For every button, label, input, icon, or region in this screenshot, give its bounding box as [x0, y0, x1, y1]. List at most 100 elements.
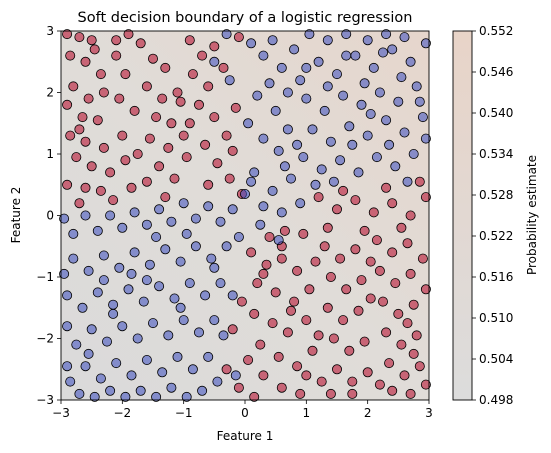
point-class-0: [80, 182, 91, 193]
point-class-0: [80, 136, 91, 147]
point-class-1: [353, 167, 364, 178]
point-class-1: [411, 81, 422, 92]
point-class-1: [276, 62, 287, 73]
point-class-0: [249, 391, 260, 402]
x-tick-label: 1: [303, 406, 311, 420]
point-class-1: [144, 259, 155, 270]
point-class-1: [279, 161, 290, 172]
point-class-0: [71, 152, 82, 163]
point-class-1: [399, 127, 410, 138]
point-class-1: [402, 176, 413, 187]
point-class-1: [117, 321, 128, 332]
point-class-0: [420, 284, 431, 295]
point-class-1: [350, 50, 361, 61]
point-class-1: [252, 90, 263, 101]
point-class-0: [108, 195, 119, 206]
point-class-1: [338, 90, 349, 101]
point-class-0: [387, 198, 398, 209]
x-tick-label: 0: [241, 406, 249, 420]
point-class-0: [371, 235, 382, 246]
point-class-1: [295, 198, 306, 209]
colorbar-tick-label: 0.510: [479, 311, 513, 325]
point-class-0: [258, 370, 269, 381]
point-class-1: [68, 253, 79, 264]
point-class-0: [381, 327, 392, 338]
point-class-1: [420, 133, 431, 144]
x-tick-label: 3: [425, 406, 433, 420]
point-class-0: [209, 112, 220, 123]
point-class-1: [190, 241, 201, 252]
point-class-1: [307, 124, 318, 135]
point-class-1: [221, 241, 232, 252]
point-class-0: [353, 305, 364, 316]
point-class-0: [408, 299, 419, 310]
point-class-1: [89, 391, 100, 402]
point-class-0: [387, 385, 398, 396]
colorbar-label: Probability estimate: [525, 155, 539, 275]
y-axis: −3 −2 −1 0 1 2 3: [36, 24, 61, 407]
point-class-1: [344, 121, 355, 132]
point-class-0: [95, 69, 106, 80]
point-class-0: [399, 370, 410, 381]
point-class-1: [92, 287, 103, 298]
point-class-1: [209, 56, 220, 67]
point-class-1: [289, 44, 300, 55]
point-class-0: [384, 358, 395, 369]
x-tick-label: −1: [175, 406, 193, 420]
point-class-1: [68, 228, 79, 239]
point-class-0: [313, 330, 324, 341]
point-class-1: [203, 201, 214, 212]
point-class-1: [102, 336, 113, 347]
point-class-0: [350, 195, 361, 206]
point-class-0: [402, 318, 413, 329]
point-class-0: [325, 271, 336, 282]
x-tick-label: −3: [52, 406, 70, 420]
point-class-1: [77, 302, 88, 313]
point-class-1: [258, 133, 269, 144]
colorbar-tick-label: 0.534: [479, 147, 513, 161]
plot-area: [59, 29, 431, 402]
chart-title: Soft decision boundary of a logistic reg…: [78, 10, 413, 26]
point-class-1: [129, 247, 140, 258]
y-tick-label: 1: [46, 147, 54, 161]
x-tick-label: −2: [113, 406, 131, 420]
point-class-1: [135, 385, 146, 396]
point-class-1: [322, 81, 333, 92]
point-class-1: [224, 75, 235, 86]
point-class-1: [264, 78, 275, 89]
point-class-1: [157, 367, 168, 378]
point-class-0: [169, 173, 180, 184]
point-class-1: [285, 173, 296, 184]
point-class-1: [95, 373, 106, 384]
point-class-0: [126, 182, 137, 193]
point-class-1: [408, 148, 419, 159]
point-class-0: [390, 278, 401, 289]
point-class-0: [405, 388, 416, 399]
point-class-0: [111, 35, 122, 46]
point-class-0: [338, 315, 349, 326]
point-class-1: [393, 96, 404, 107]
point-class-0: [160, 192, 171, 203]
point-class-0: [203, 81, 214, 92]
point-class-1: [166, 382, 177, 393]
point-class-0: [350, 244, 361, 255]
colorbar-ticks: 0.498 0.504 0.510 0.516 0.522 0.528 0.534 0.540…: [472, 24, 513, 407]
y-tick-label: 0: [46, 209, 54, 223]
point-class-0: [276, 382, 287, 393]
point-class-0: [230, 102, 241, 113]
point-class-1: [347, 139, 358, 150]
point-class-1: [132, 333, 143, 344]
point-class-1: [74, 388, 85, 399]
point-class-0: [68, 81, 79, 92]
point-class-1: [111, 358, 122, 369]
point-class-1: [298, 152, 309, 163]
point-class-0: [347, 388, 358, 399]
point-class-0: [197, 50, 208, 61]
point-class-1: [399, 32, 410, 43]
point-class-1: [282, 124, 293, 135]
point-class-1: [62, 321, 73, 332]
point-class-1: [341, 50, 352, 61]
point-class-1: [356, 99, 367, 110]
point-class-0: [319, 241, 330, 252]
point-class-0: [313, 192, 324, 203]
